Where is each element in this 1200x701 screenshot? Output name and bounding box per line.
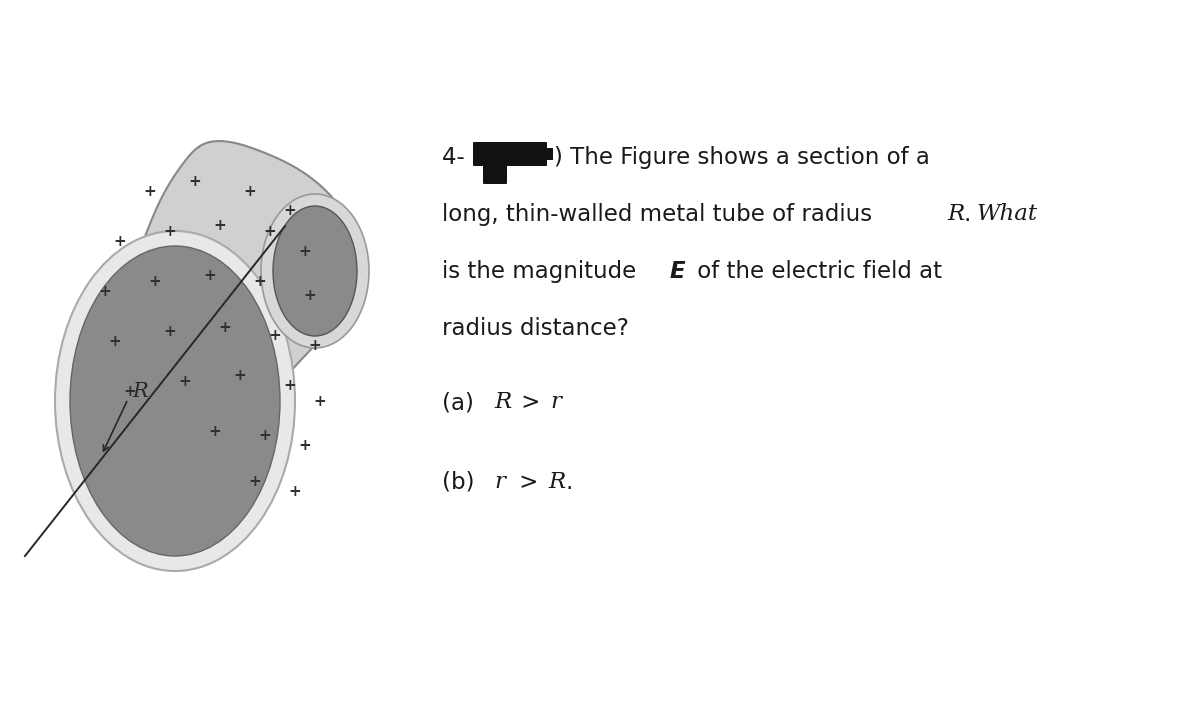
Text: (a): (a) [442, 391, 481, 414]
Text: +: + [253, 273, 266, 289]
Text: +: + [214, 219, 227, 233]
Text: +: + [259, 428, 271, 444]
Text: (b): (b) [442, 471, 481, 494]
Text: What: What [977, 203, 1038, 225]
Ellipse shape [274, 206, 358, 336]
Text: +: + [204, 268, 216, 283]
Text: >: > [514, 391, 547, 414]
Text: R: R [494, 391, 511, 413]
Text: R: R [947, 203, 965, 225]
Text: +: + [98, 283, 112, 299]
Text: +: + [304, 289, 317, 304]
Text: +: + [308, 339, 322, 353]
Polygon shape [70, 141, 356, 516]
Text: r: r [494, 471, 505, 493]
Text: +: + [283, 379, 296, 393]
Text: +: + [289, 484, 301, 498]
Text: +: + [163, 224, 176, 238]
Bar [541, 149, 553, 160]
Text: +: + [114, 233, 126, 248]
Text: 4-: 4- [442, 146, 472, 169]
Text: of the electric field at: of the electric field at [690, 260, 942, 283]
Text: r: r [550, 391, 560, 413]
Text: long, thin-walled metal tube of radius: long, thin-walled metal tube of radius [442, 203, 880, 226]
Text: +: + [269, 329, 281, 343]
Text: +: + [283, 203, 296, 219]
Text: +: + [124, 383, 137, 398]
Ellipse shape [55, 231, 295, 571]
Text: +: + [209, 423, 221, 439]
Text: R: R [548, 471, 565, 493]
Text: E: E [670, 260, 685, 283]
Text: >: > [512, 471, 546, 494]
Text: +: + [149, 273, 161, 289]
Text: +: + [244, 184, 257, 198]
Text: +: + [218, 320, 232, 336]
FancyBboxPatch shape [473, 142, 547, 166]
Text: +: + [299, 439, 311, 454]
Text: +: + [188, 174, 202, 189]
Text: +: + [234, 369, 246, 383]
Text: radius distance?: radius distance? [442, 317, 629, 340]
Text: .: . [566, 471, 574, 494]
Text: .: . [964, 203, 979, 226]
Text: ) The Figure shows a section of a: ) The Figure shows a section of a [554, 146, 930, 169]
Text: +: + [109, 334, 121, 348]
FancyBboxPatch shape [482, 162, 508, 184]
Text: +: + [144, 184, 156, 198]
Text: +: + [313, 393, 326, 409]
Text: +: + [179, 374, 191, 388]
Text: +: + [163, 323, 176, 339]
Text: is the magnitude: is the magnitude [442, 260, 643, 283]
Text: +: + [299, 243, 311, 259]
Text: R: R [132, 381, 148, 400]
Text: +: + [264, 224, 276, 238]
Text: +: + [248, 473, 262, 489]
Ellipse shape [70, 246, 280, 556]
Ellipse shape [262, 194, 370, 348]
